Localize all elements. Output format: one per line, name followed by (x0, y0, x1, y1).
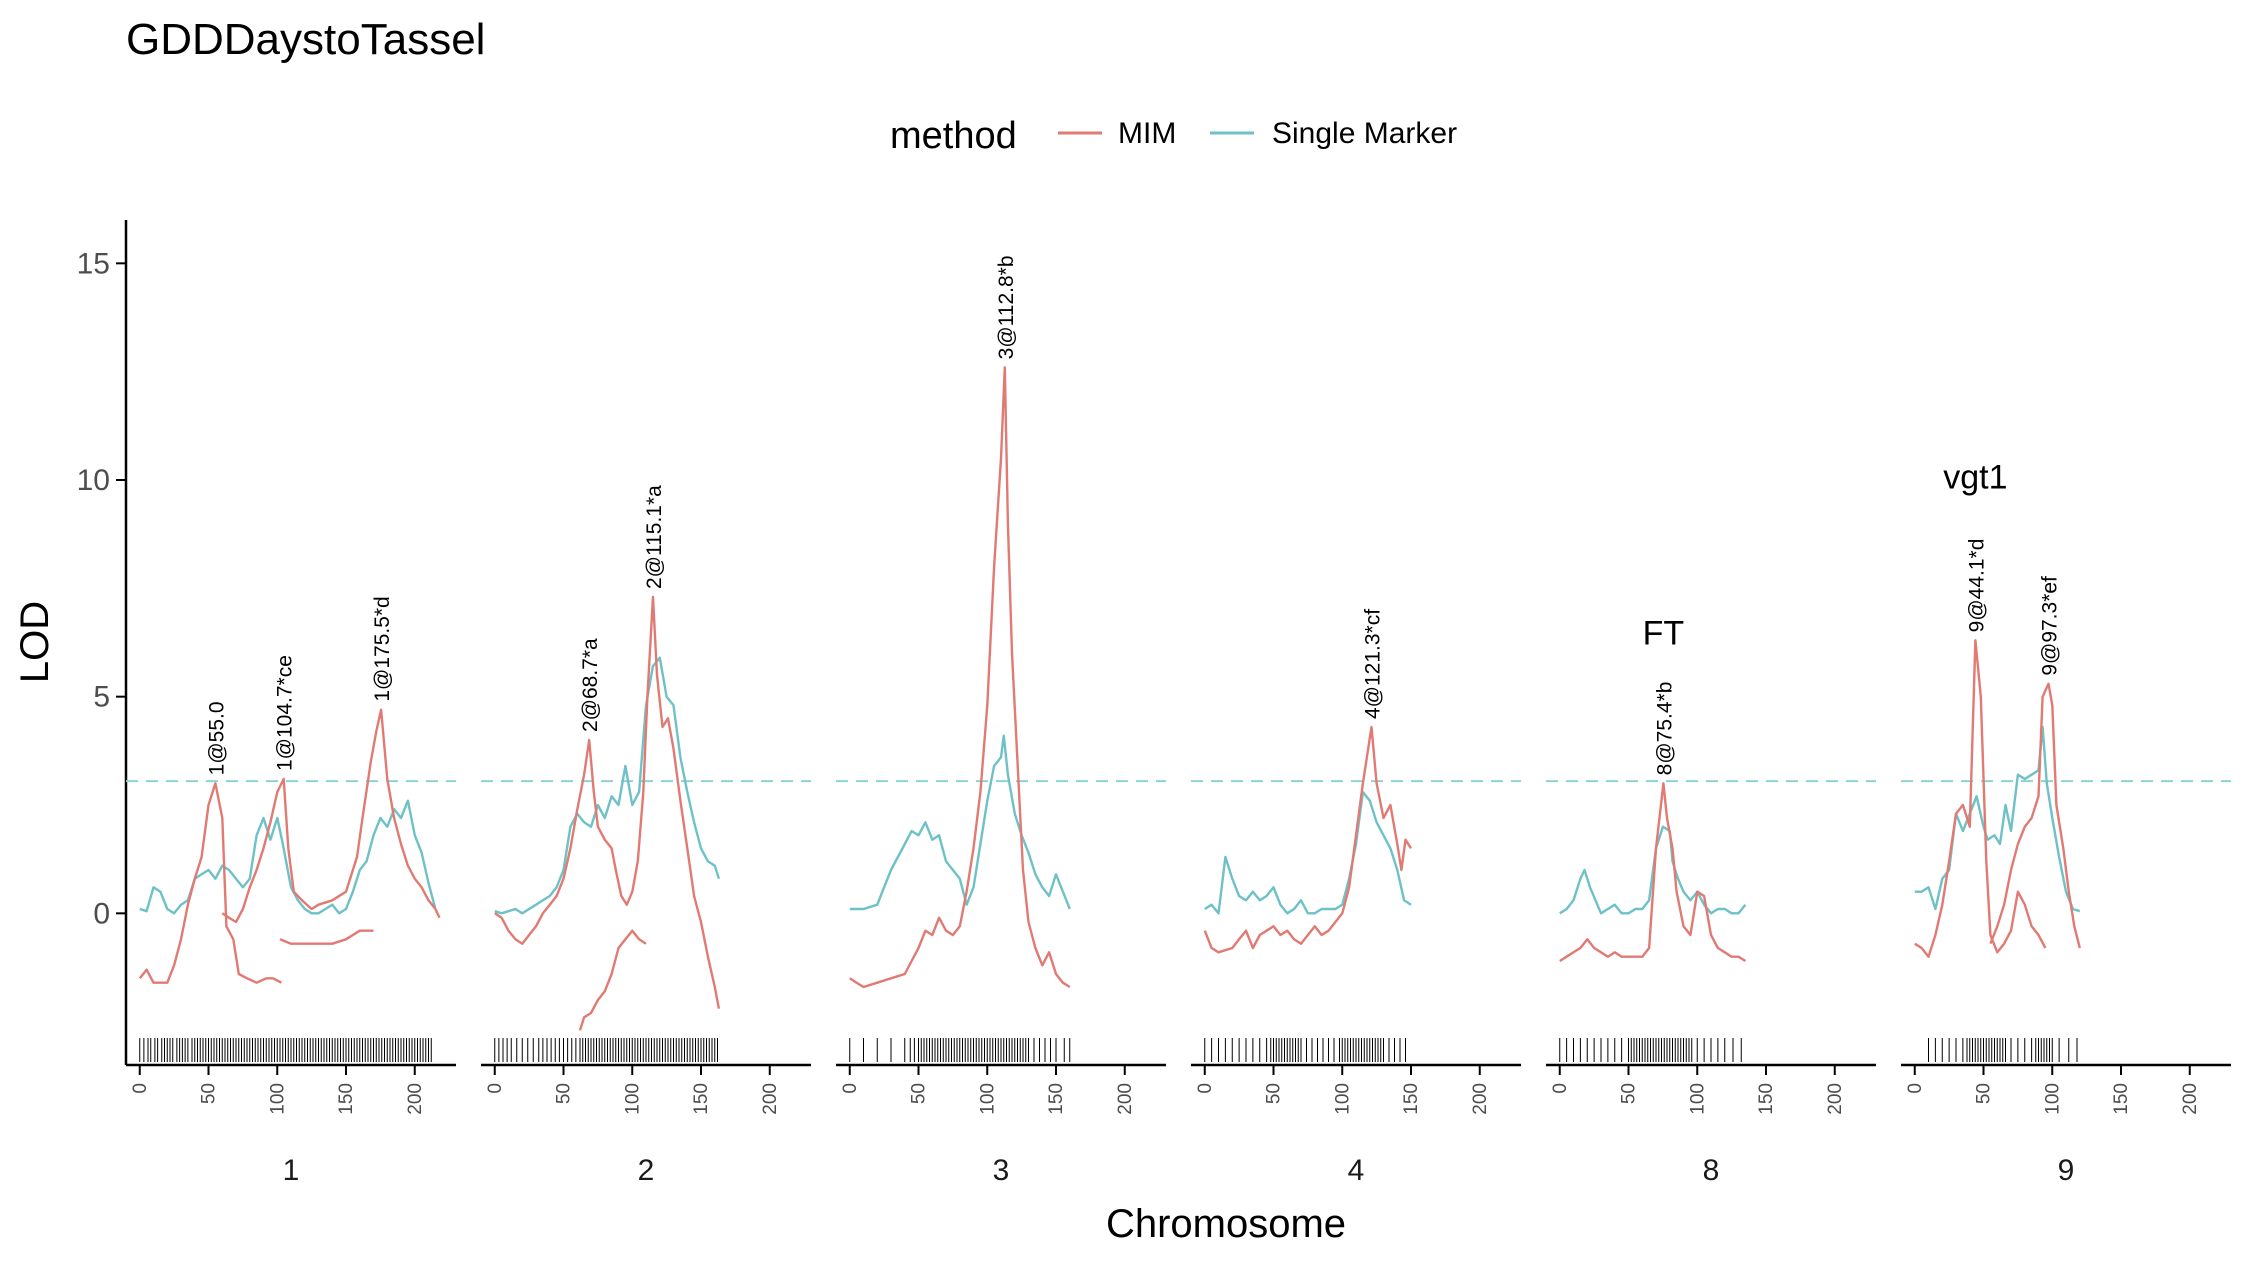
x-tick-label: 50 (199, 1083, 220, 1104)
series-line-mim (279, 929, 374, 945)
chromosome-label: 4 (1348, 1154, 1365, 1187)
x-tick-label: 150 (336, 1083, 357, 1115)
series-line-single-marker (849, 734, 1071, 911)
y-tick-label: 5 (93, 681, 110, 714)
panel-chromosome-8: 0 50 100 150 200 8@75.4*b FT 8 (1546, 615, 1876, 1187)
series-line-mim (1559, 782, 1747, 963)
peak-label: 1@104.7*ce (274, 655, 297, 771)
panel-chromosome-1: 0 50 100 150 200 1@55.0 1@104.7*ce 1@175.5*d 1 (126, 596, 456, 1187)
peak-label: 2@68.7*a (579, 638, 602, 732)
gene-label: vgt1 (1943, 459, 2007, 497)
series-line-single-marker (494, 656, 721, 915)
x-tick-label: 0 (1905, 1083, 1926, 1094)
peak-label: 8@75.4*b (1653, 682, 1676, 776)
series-line-mim (1203, 725, 1413, 954)
x-tick-label: 100 (2042, 1083, 2063, 1115)
x-tick-label: 200 (405, 1083, 426, 1115)
y-tick-label: 0 (93, 897, 110, 930)
series-line-single-marker (1204, 790, 1412, 915)
y-axis: 0 5 10 15 (77, 220, 128, 1065)
x-tick-label: 100 (1687, 1083, 1708, 1115)
x-tick-label: 200 (1115, 1083, 1136, 1115)
x-tick-label: 0 (1195, 1083, 1216, 1094)
gene-label: FT (1643, 615, 1685, 653)
chromosome-label: 8 (1703, 1154, 1720, 1187)
x-tick-label: 50 (554, 1083, 575, 1104)
legend-title: method (890, 115, 1017, 157)
x-tick-label: 0 (485, 1083, 506, 1094)
x-tick-label: 50 (909, 1083, 930, 1104)
x-tick-label: 100 (622, 1083, 643, 1115)
x-tick-label: 150 (2111, 1083, 2132, 1115)
chromosome-label: 2 (638, 1154, 655, 1187)
x-tick-label: 100 (1332, 1083, 1353, 1115)
chromosome-label: 1 (283, 1154, 300, 1187)
peak-label: 1@175.5*d (371, 596, 394, 701)
x-tick-label: 200 (1825, 1083, 1846, 1115)
x-tick-label: 150 (691, 1083, 712, 1115)
x-tick-label: 50 (1264, 1083, 1285, 1104)
series-line-mim (494, 595, 721, 1009)
chromosome-label: 3 (993, 1154, 1010, 1187)
chart-title: GDDDaystoTassel (126, 15, 485, 64)
panel-chromosome-4: 0 50 100 150 200 4@121.3*cf 4 (1191, 609, 1521, 1187)
series-line-single-marker (1914, 725, 2081, 913)
peak-label: 9@44.1*d (1965, 539, 1988, 633)
panel-chromosome-2: 0 50 100 150 200 2@68.7*a 2@115.1*a 2 (481, 485, 811, 1187)
panel-chromosome-3: 0 50 100 150 200 3@112.8*b 3 (836, 255, 1166, 1187)
x-tick-label: 200 (1470, 1083, 1491, 1115)
series-line-mim (849, 366, 1071, 989)
x-tick-label: 100 (267, 1083, 288, 1115)
legend-label-mim: MIM (1118, 117, 1176, 150)
series-line-mim (138, 782, 282, 984)
series-line-mim (221, 708, 441, 924)
legend: method MIM Single Marker (890, 115, 1457, 157)
peak-label: 1@55.0 (205, 701, 228, 775)
x-tick-label: 200 (2180, 1083, 2201, 1115)
x-tick-label: 150 (1756, 1083, 1777, 1115)
x-axis-title: Chromosome (1106, 1202, 1346, 1246)
peak-label: 3@112.8*b (995, 255, 1018, 359)
peak-label: 4@121.3*cf (1362, 609, 1385, 719)
x-tick-label: 0 (840, 1083, 861, 1094)
x-tick-label: 50 (1974, 1083, 1995, 1104)
x-tick-label: 200 (760, 1083, 781, 1115)
y-axis-title: LOD (13, 601, 57, 683)
x-tick-label: 0 (130, 1083, 151, 1094)
y-tick-label: 10 (77, 464, 110, 497)
series-line-mim (1914, 639, 2047, 958)
y-tick-label: 15 (77, 247, 110, 280)
panel-chromosome-9: 0 50 100 150 200 9@44.1*d 9@97.3*ef vgt1 9 (1901, 459, 2231, 1187)
x-tick-label: 150 (1046, 1083, 1067, 1115)
x-tick-label: 50 (1619, 1083, 1640, 1104)
x-tick-label: 100 (977, 1083, 998, 1115)
x-tick-label: 0 (1550, 1083, 1571, 1094)
peak-label: 2@115.1*a (643, 485, 666, 589)
chromosome-label: 9 (2058, 1154, 2075, 1187)
peak-label: 9@97.3*ef (2039, 576, 2062, 676)
x-tick-label: 150 (1401, 1083, 1422, 1115)
series-line-mim (578, 929, 647, 1031)
series-line-single-marker (139, 799, 437, 915)
legend-label-single-marker: Single Marker (1272, 117, 1457, 150)
series-line-single-marker (1559, 825, 1747, 915)
series-line-mim (1989, 682, 2081, 949)
